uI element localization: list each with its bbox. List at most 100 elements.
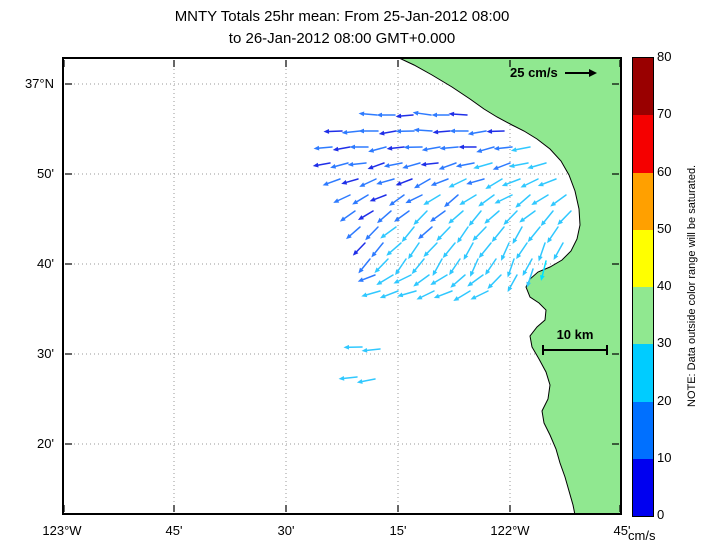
current-vector — [400, 178, 413, 185]
current-vector-head — [379, 293, 386, 299]
current-vector-head — [346, 233, 352, 240]
current-vector-head — [367, 164, 374, 170]
current-vector — [383, 130, 397, 134]
current-vector-head — [405, 198, 412, 204]
current-vector-head — [485, 184, 492, 190]
current-vector-head — [476, 148, 483, 153]
current-vector-head — [449, 128, 455, 134]
current-vector-head — [371, 251, 377, 258]
current-vector — [453, 113, 468, 116]
colorbar-tick-label: 10 — [657, 449, 672, 465]
current-vector — [475, 226, 487, 238]
current-vector — [524, 258, 533, 272]
current-vector-head — [365, 234, 371, 241]
current-vector — [474, 290, 489, 298]
current-vector — [416, 274, 430, 284]
current-vector — [514, 226, 523, 240]
current-vector — [414, 258, 425, 271]
current-vector-head — [553, 254, 559, 261]
current-vector — [426, 146, 441, 151]
current-vector — [452, 178, 467, 186]
current-vector-head — [503, 219, 510, 226]
current-vector-head — [383, 163, 390, 168]
current-vector-head — [493, 145, 500, 151]
colorbar-tick-label: 70 — [657, 106, 672, 122]
current-vector-head — [343, 344, 350, 350]
current-vector — [380, 178, 395, 184]
current-vector — [439, 226, 451, 238]
colorbar-tick-label: 60 — [657, 163, 672, 179]
current-vector — [453, 274, 466, 285]
current-vector-head — [486, 129, 493, 134]
current-vector — [471, 258, 479, 273]
current-vector-head — [358, 128, 364, 134]
current-vector-head — [487, 283, 494, 290]
colorbar — [632, 57, 654, 517]
current-vector-head — [432, 270, 438, 277]
current-vector-head — [377, 217, 383, 224]
current-vector — [410, 242, 420, 256]
current-vector — [397, 258, 407, 272]
current-vector — [470, 178, 485, 184]
current-vector — [361, 258, 371, 270]
current-vector-head — [507, 286, 513, 293]
current-vector-head — [430, 216, 436, 222]
current-vector — [317, 162, 331, 166]
current-vector — [420, 290, 435, 298]
current-vector-head — [341, 180, 348, 185]
colorbar-tick-label: 40 — [657, 278, 672, 293]
current-vector-head — [432, 129, 439, 135]
current-vector-head — [421, 146, 428, 152]
current-vector-head — [423, 251, 430, 258]
current-vector — [337, 146, 351, 150]
current-vector — [460, 162, 475, 167]
current-vector-head — [557, 219, 564, 226]
current-vector — [383, 226, 397, 236]
current-vector-head — [313, 145, 320, 151]
right-arrow-icon — [564, 68, 597, 77]
current-vector-head — [339, 216, 346, 222]
current-vector — [374, 242, 384, 254]
current-vector — [400, 114, 414, 117]
current-vector — [463, 194, 477, 203]
title-line-2: to 26-Jan-2012 08:00 GMT+0.000 — [228, 30, 456, 47]
current-vector-head — [376, 280, 383, 286]
current-vector-head — [322, 181, 329, 186]
current-vector — [417, 178, 431, 187]
current-vector — [541, 260, 547, 277]
current-vector-head — [420, 161, 427, 167]
current-vector — [352, 162, 367, 166]
current-vector-head — [338, 375, 345, 381]
colorbar-segment — [633, 229, 653, 287]
current-vector-head — [478, 201, 485, 207]
x-tick-label: 122°W — [490, 523, 530, 538]
reference-arrow: 25 cm/s — [510, 65, 597, 80]
map-svg — [62, 57, 622, 515]
y-tick-label: 30' — [37, 346, 54, 361]
current-vector — [451, 258, 461, 272]
current-vector-head — [470, 294, 477, 300]
current-vector — [327, 178, 341, 185]
current-vector-head — [418, 233, 424, 240]
current-vector-head — [412, 110, 419, 116]
current-vector-head — [341, 129, 348, 135]
current-vector-head — [473, 164, 480, 170]
current-vector — [318, 146, 333, 149]
current-vector-head — [401, 236, 408, 243]
current-vector — [515, 146, 531, 151]
current-vector — [477, 162, 493, 168]
current-vector — [524, 178, 539, 186]
current-vector-head — [369, 197, 376, 202]
current-vector — [361, 210, 374, 218]
current-vector-head — [494, 198, 501, 204]
current-vector — [438, 290, 453, 297]
current-vector — [498, 146, 513, 150]
current-vector-head — [356, 379, 363, 384]
current-vector-head — [510, 147, 517, 153]
current-vector — [426, 242, 438, 254]
current-vector — [527, 268, 534, 284]
y-tick-label: 37°N — [24, 76, 54, 91]
x-tick-label: 45' — [613, 523, 631, 538]
current-vector-head — [538, 255, 543, 262]
current-vector-head — [531, 200, 538, 206]
